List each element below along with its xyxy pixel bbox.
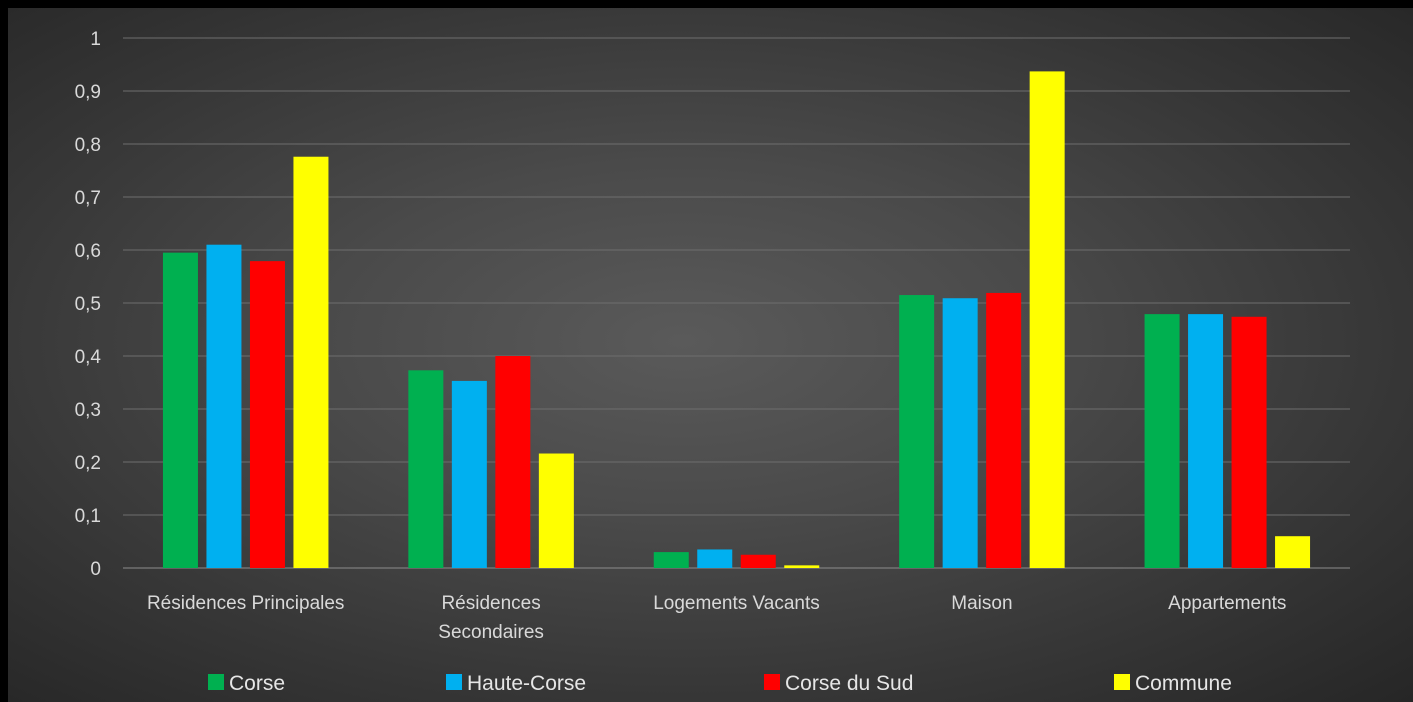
bar-commune <box>784 565 820 568</box>
y-tick-label: 0,6 <box>75 241 101 262</box>
bar-haute-corse <box>206 244 242 568</box>
category-label: Appartements <box>1168 593 1286 614</box>
category-label: Résidences <box>441 593 540 614</box>
bar-corse-du-sud <box>986 292 1022 568</box>
bar-corse <box>1144 314 1180 568</box>
bar-corse-du-sud <box>495 356 531 568</box>
category-label: Logements Vacants <box>653 593 820 614</box>
y-tick-label: 0,2 <box>75 453 101 474</box>
bar-commune <box>1029 71 1065 568</box>
bar-haute-corse <box>697 549 733 568</box>
bar-haute-corse <box>942 298 978 568</box>
y-tick-label: 0,3 <box>75 400 101 421</box>
legend-label: Corse <box>229 672 285 695</box>
bar-haute-corse <box>1188 314 1224 568</box>
y-tick-label: 0,5 <box>75 294 101 315</box>
y-tick-label: 0,1 <box>75 506 101 527</box>
y-tick-label: 0 <box>90 559 101 580</box>
bar-haute-corse <box>451 380 487 568</box>
legend-label: Corse du Sud <box>785 672 913 695</box>
legend-swatch <box>208 674 224 690</box>
bar-commune <box>538 453 574 568</box>
bar-corse <box>162 252 198 568</box>
bar-corse-du-sud <box>249 261 285 568</box>
category-label: Maison <box>951 593 1012 614</box>
bar-commune <box>293 156 329 568</box>
legend-swatch <box>764 674 780 690</box>
bar-corse <box>899 295 935 568</box>
bar-corse-du-sud <box>1231 316 1267 568</box>
y-tick-label: 1 <box>90 29 101 50</box>
bar-chart: 0 0,1 0,2 0,3 0,4 0,5 0,6 0,7 0,8 0,9 1 Résidences… <box>75 29 1350 695</box>
y-tick-label: 0,7 <box>75 188 101 209</box>
chart-area: 0 0,1 0,2 0,3 0,4 0,5 0,6 0,7 0,8 0,9 1 Résidences… <box>8 8 1413 702</box>
y-tick-label: 0,9 <box>75 82 101 103</box>
legend-swatch <box>1114 674 1130 690</box>
category-label: Secondaires <box>438 622 544 643</box>
bar-corse <box>653 552 689 568</box>
bar-corse <box>408 370 444 568</box>
bar-commune <box>1275 536 1311 568</box>
y-tick-label: 0,4 <box>75 347 102 368</box>
legend-swatch <box>446 674 462 690</box>
legend-label: Commune <box>1135 672 1232 695</box>
category-label: Résidences Principales <box>147 593 345 614</box>
legend-label: Haute-Corse <box>467 672 586 695</box>
y-tick-label: 0,8 <box>75 135 101 156</box>
bar-corse-du-sud <box>740 554 776 568</box>
